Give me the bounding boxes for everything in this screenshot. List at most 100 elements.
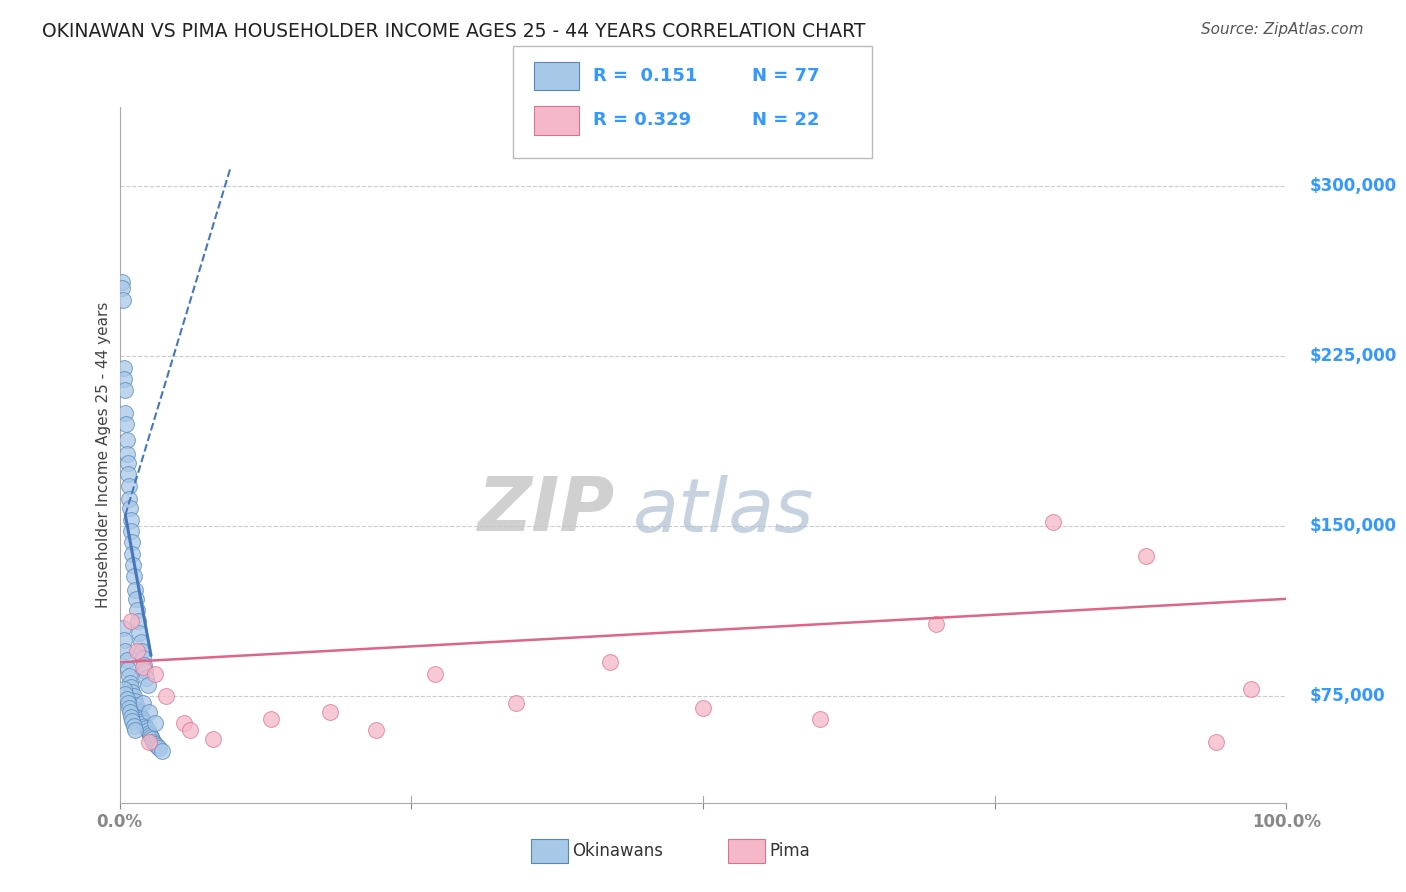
Point: [122, 719, 145, 733]
Point: [146, 739, 169, 753]
Point: [925, 616, 948, 631]
Text: R =  0.151: R = 0.151: [593, 67, 697, 85]
Point: [115, 447, 138, 461]
Point: [115, 433, 138, 447]
Point: [125, 703, 148, 717]
Point: [1205, 734, 1227, 748]
Text: OKINAWAN VS PIMA HOUSEHOLDER INCOME AGES 25 - 44 YEARS CORRELATION CHART: OKINAWAN VS PIMA HOUSEHOLDER INCOME AGES…: [42, 22, 866, 41]
Point: [138, 705, 160, 719]
Point: [114, 384, 136, 398]
Point: [121, 714, 143, 729]
Text: Okinawans: Okinawans: [572, 842, 664, 860]
Point: [131, 712, 153, 726]
Point: [112, 360, 135, 375]
Point: [129, 635, 152, 649]
Point: [120, 615, 142, 629]
Point: [139, 728, 162, 742]
Point: [124, 694, 146, 708]
Text: $75,000: $75,000: [1310, 687, 1385, 706]
Point: [260, 712, 283, 726]
Point: [142, 734, 165, 748]
Point: [122, 558, 145, 572]
Text: $300,000: $300,000: [1310, 178, 1398, 195]
Point: [117, 456, 139, 470]
Point: [120, 709, 142, 723]
Point: [111, 293, 134, 307]
Point: [120, 680, 142, 694]
Point: [127, 705, 149, 719]
Point: [122, 690, 145, 704]
Point: [128, 625, 150, 640]
Point: [125, 591, 148, 606]
Point: [505, 696, 527, 710]
Point: [132, 696, 155, 710]
Point: [121, 685, 143, 699]
Point: [122, 569, 145, 583]
Point: [131, 644, 153, 658]
Point: [121, 535, 143, 549]
Point: [117, 662, 139, 676]
Text: atlas: atlas: [633, 475, 814, 547]
Point: [112, 632, 135, 647]
Point: [148, 741, 170, 756]
Point: [179, 723, 201, 738]
Text: N = 77: N = 77: [752, 67, 820, 85]
Point: [132, 657, 155, 672]
Point: [132, 714, 155, 729]
Point: [118, 478, 141, 492]
Point: [117, 467, 139, 482]
Point: [599, 655, 621, 669]
Point: [120, 512, 142, 526]
Y-axis label: Householder Income Ages 25 - 44 years: Householder Income Ages 25 - 44 years: [96, 301, 111, 608]
Point: [115, 417, 138, 432]
Point: [128, 707, 150, 722]
Point: [120, 524, 142, 538]
Point: [143, 666, 166, 681]
Point: [125, 603, 148, 617]
Point: [136, 678, 159, 692]
Point: [808, 712, 831, 726]
Point: [132, 660, 155, 674]
Point: [125, 698, 148, 713]
Point: [118, 492, 141, 507]
Point: [141, 732, 163, 747]
Point: [1135, 549, 1157, 563]
Point: [132, 716, 155, 731]
Point: [150, 744, 173, 758]
Point: [114, 687, 136, 701]
Point: [125, 644, 148, 658]
Point: [124, 582, 146, 597]
Point: [114, 406, 136, 420]
Point: [143, 716, 166, 731]
Point: [134, 665, 156, 679]
Text: $150,000: $150,000: [1310, 517, 1396, 535]
Point: [138, 734, 160, 748]
Text: N = 22: N = 22: [752, 112, 820, 129]
Point: [692, 700, 714, 714]
Point: [135, 671, 157, 685]
Text: Source: ZipAtlas.com: Source: ZipAtlas.com: [1201, 22, 1364, 37]
Point: [1240, 682, 1263, 697]
Text: Pima: Pima: [769, 842, 810, 860]
Point: [155, 690, 177, 704]
Point: [118, 501, 141, 516]
Point: [173, 716, 195, 731]
Point: [111, 621, 134, 635]
Point: [1042, 515, 1064, 529]
Point: [366, 723, 388, 738]
Point: [115, 691, 138, 706]
Point: [318, 705, 340, 719]
Point: [112, 682, 135, 697]
Point: [201, 732, 224, 747]
Point: [136, 723, 159, 738]
Text: R = 0.329: R = 0.329: [593, 112, 692, 129]
Point: [115, 653, 138, 667]
Text: $225,000: $225,000: [1310, 347, 1398, 366]
Text: ZIP: ZIP: [478, 474, 616, 547]
Point: [118, 705, 141, 719]
Point: [117, 696, 139, 710]
Point: [118, 700, 141, 714]
Point: [135, 721, 157, 735]
Point: [111, 281, 134, 295]
Point: [114, 644, 136, 658]
